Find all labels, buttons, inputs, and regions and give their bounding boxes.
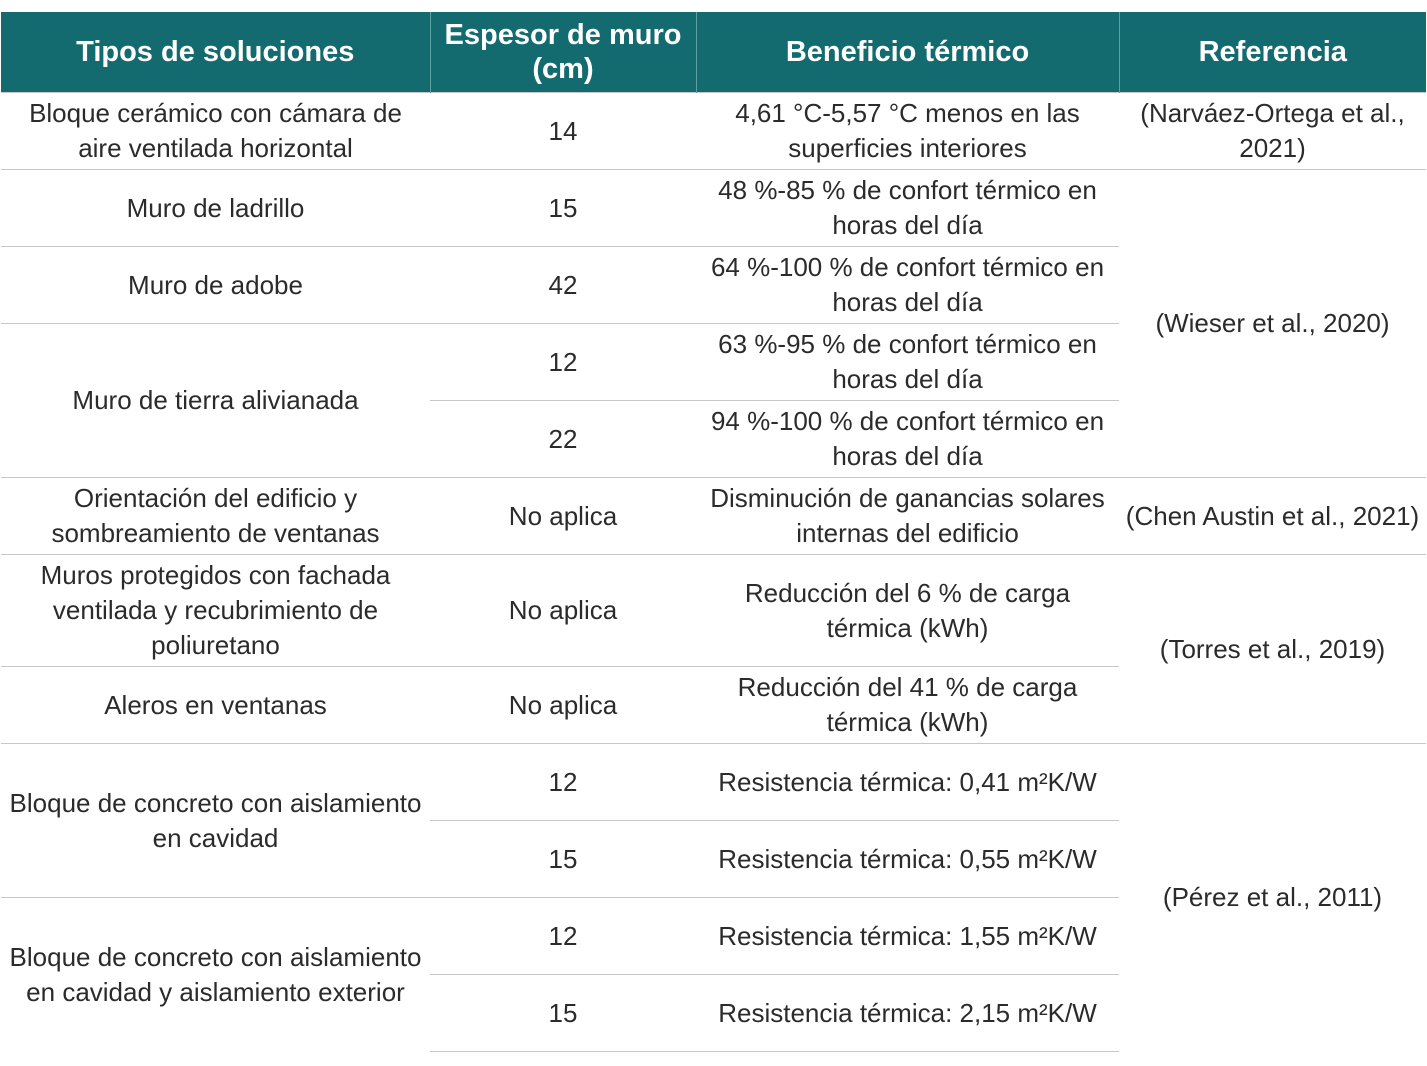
cell-benefit: Resistencia térmica: 0,41 m²K/W [696,743,1119,821]
header-benefit: Beneficio térmico [695,12,1119,93]
cell-reference: (Wieser et al., 2020) [1119,169,1426,478]
cell-type: Muro de ladrillo [1,169,430,247]
table-row: 15 Resistencia térmica: 0,55 m²K/W [1,820,1426,898]
table-row: 15 Resistencia térmica: 2,15 m²K/W [1,974,1426,1052]
cell-thickness: 22 [430,400,696,478]
table-row: Muros protegidos con fachada ventilada y… [1,554,1426,744]
cell-thickness: No aplica [430,554,696,667]
table-row: 22 94 %-100 % de confort térmico en hora… [1,400,1426,478]
cell-type: Muro de tierra alivianada [1,323,430,478]
cell-thickness: 42 [430,246,696,324]
cell-benefit: Resistencia térmica: 2,15 m²K/W [696,974,1119,1052]
cell-thickness: 15 [430,820,696,898]
cell-benefit: 63 %-95 % de confort térmico en horas de… [696,323,1119,401]
cell-type: Aleros en ventanas [1,666,430,744]
table-row: Bloque de concreto con aislamiento en ca… [1,897,1426,1052]
cell-type: Bloque de concreto con aislamiento en ca… [1,743,430,898]
cell-thickness: 15 [430,169,696,247]
header-reference: Referencia [1118,12,1426,93]
cell-reference: (Narváez-Ortega et al., 2021) [1119,92,1426,170]
cell-benefit: 64 %-100 % de confort térmico en horas d… [696,246,1119,324]
cell-benefit: 94 %-100 % de confort térmico en horas d… [696,400,1119,478]
table-row: Muro de adobe 42 64 %-100 % de confort t… [1,246,1426,324]
cell-benefit: Reducción del 41 % de carga térmica (kWh… [696,666,1119,744]
cell-thickness: 12 [430,897,696,975]
cell-thickness: No aplica [430,666,696,744]
cell-benefit: Resistencia térmica: 0,55 m²K/W [696,820,1119,898]
cell-thickness: 14 [430,92,696,170]
cell-benefit: 48 %-85 % de confort térmico en horas de… [696,169,1119,247]
cell-thickness: 12 [430,743,696,821]
table-row: Orientación del edificio y sombreamiento… [1,477,1426,555]
header-type: Tipos de soluciones [1,12,430,93]
table-row: Bloque de concreto con aislamiento en ca… [1,743,1426,1052]
cell-type: Bloque cerámico con cámara de aire venti… [1,92,430,170]
thermal-solutions-table: Tipos de soluciones Espesor de muro (cm)… [1,12,1426,1052]
table-row: Bloque cerámico con cámara de aire venti… [1,92,1426,170]
cell-reference: (Torres et al., 2019) [1119,554,1426,744]
table-row: Aleros en ventanas No aplica Reducción d… [1,666,1426,744]
cell-reference: (Pérez et al., 2011) [1119,743,1426,1052]
cell-benefit: Reducción del 6 % de carga térmica (kWh) [696,554,1119,667]
cell-benefit: Resistencia térmica: 1,55 m²K/W [696,897,1119,975]
cell-reference: (Chen Austin et al., 2021) [1119,477,1426,555]
cell-type: Muro de adobe [1,246,430,324]
table-row: Muro de tierra alivianada 12 63 %-95 % d… [1,323,1426,478]
cell-thickness: 12 [430,323,696,401]
cell-benefit: Disminución de ganancias solares interna… [696,477,1119,555]
header-row: Tipos de soluciones Espesor de muro (cm)… [1,12,1426,93]
cell-type: Bloque de concreto con aislamiento en ca… [1,897,430,1052]
header-thickness: Espesor de muro (cm) [429,12,696,93]
cell-benefit: 4,61 °C-5,57 °C menos en las superficies… [696,92,1119,170]
cell-type: Orientación del edificio y sombreamiento… [1,477,430,555]
cell-thickness: 15 [430,974,696,1052]
cell-thickness: No aplica [430,477,696,555]
cell-type: Muros protegidos con fachada ventilada y… [1,554,430,667]
table-row: Muro de ladrillo 15 48 %-85 % de confort… [1,169,1426,478]
